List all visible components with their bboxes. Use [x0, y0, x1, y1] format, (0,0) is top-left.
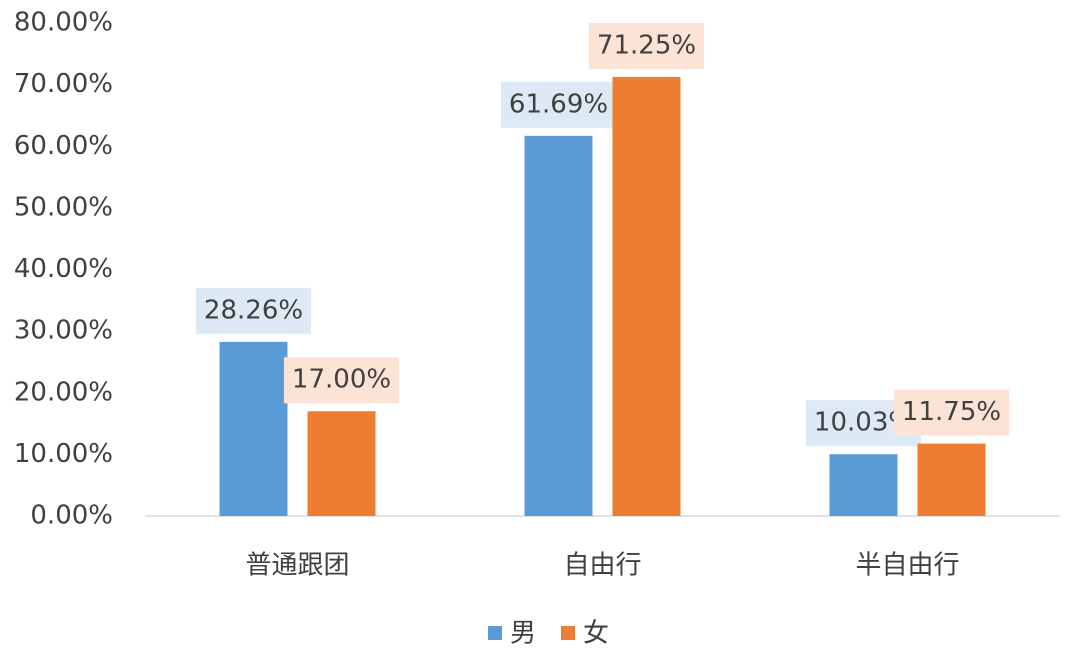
data-label-bg: [195, 287, 312, 334]
data-label: 61.69%: [509, 89, 608, 119]
y-tick-label: 10.00%: [14, 439, 113, 469]
bar: [917, 443, 986, 516]
bar: [829, 454, 898, 516]
x-tick-label: 自由行: [563, 551, 641, 581]
y-tick-label: 50.00%: [14, 192, 113, 222]
data-label-bg: [588, 22, 705, 69]
legend-swatch: [488, 626, 502, 640]
data-label-bg: [893, 389, 1010, 436]
bar: [219, 341, 288, 516]
bar: [524, 135, 593, 516]
bar: [612, 76, 681, 516]
data-label: 17.00%: [292, 365, 391, 395]
legend-swatch: [561, 626, 575, 640]
bar: [307, 411, 376, 516]
data-label: 71.25%: [597, 30, 696, 60]
legend-label: 女: [583, 619, 609, 649]
data-label: 11.75%: [902, 397, 1001, 427]
y-tick-label: 40.00%: [14, 254, 113, 284]
x-tick-label: 普通跟团: [245, 551, 349, 581]
y-tick-label: 20.00%: [14, 377, 113, 407]
x-tick-label: 半自由行: [855, 551, 959, 581]
y-tick-label: 70.00%: [14, 69, 113, 99]
data-label-bg: [500, 81, 617, 128]
y-tick-label: 0.00%: [30, 501, 113, 531]
data-label: 28.26%: [204, 295, 303, 325]
y-tick-label: 60.00%: [14, 131, 113, 161]
y-tick-label: 80.00%: [14, 8, 113, 38]
y-tick-label: 30.00%: [14, 316, 113, 346]
legend-label: 男: [510, 619, 536, 649]
data-label-bg: [283, 357, 400, 404]
